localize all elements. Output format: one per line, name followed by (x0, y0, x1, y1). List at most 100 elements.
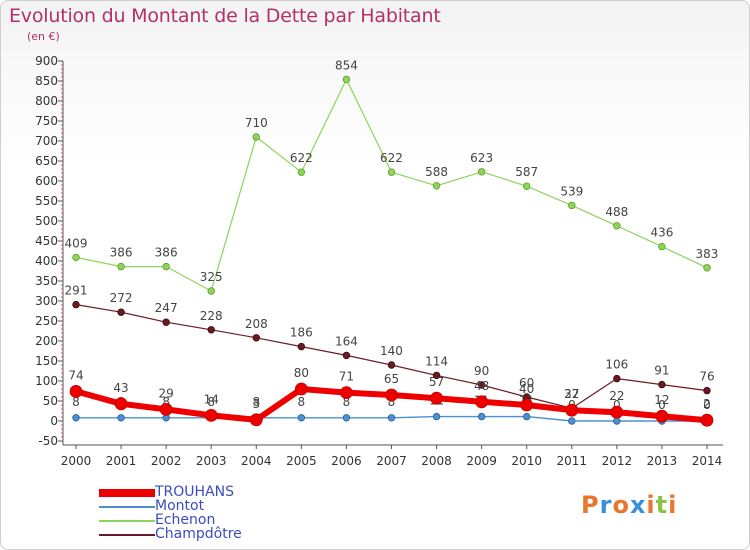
trouhans-point (294, 382, 308, 396)
trouhans-data-label: 22 (609, 389, 624, 403)
x-tick-label: 2000 (61, 454, 92, 468)
trouhans-data-label: 48 (474, 379, 489, 393)
montot-point (387, 414, 396, 422)
y-tick-label: 650 (35, 154, 58, 168)
trouhans-data-label: 2 (703, 397, 711, 411)
echenon-data-label: 539 (560, 184, 583, 198)
echenon-point (207, 287, 215, 295)
echenon-point (432, 182, 441, 190)
champdotre-point (72, 300, 80, 309)
chart-unit: (en €) (27, 30, 60, 43)
montot-point (117, 414, 125, 422)
echenon-point (477, 168, 486, 176)
y-tick-label: 750 (35, 114, 58, 128)
champdotre-point (477, 381, 486, 389)
trouhans-data-label: 27 (564, 387, 579, 401)
y-tick-label: 600 (35, 174, 58, 188)
x-tick-label: 2007 (376, 454, 407, 468)
logo-letter: x (629, 491, 647, 519)
legend-label: TROUHANS (155, 484, 235, 500)
legend-swatch (99, 534, 155, 536)
x-tick-label: 2014 (692, 454, 723, 468)
echenon-data-label: 386 (155, 246, 178, 260)
logo-letter: t (655, 491, 669, 519)
champdotre-point (342, 351, 351, 360)
trouhans-point (565, 403, 579, 417)
montot-data-label: 8 (388, 395, 396, 409)
champdotre-data-label: 228 (200, 309, 223, 323)
y-tick-label: 500 (35, 214, 58, 228)
echenon-point (658, 242, 666, 251)
y-tick-label: 550 (35, 194, 58, 208)
echenon-data-label: 436 (650, 226, 673, 240)
champdotre-data-label: 114 (425, 354, 448, 368)
trouhans-data-label: 12 (654, 393, 669, 407)
echenon-data-label: 488 (605, 205, 628, 219)
logo-letter: i (668, 491, 678, 519)
echenon-data-label: 623 (470, 151, 493, 165)
montot-point (613, 417, 621, 425)
champdotre-point (703, 386, 711, 395)
trouhans-data-label: 57 (429, 375, 444, 389)
montot-data-label: 8 (72, 395, 80, 409)
trouhans-point (114, 397, 128, 411)
x-tick-label: 2011 (556, 454, 587, 468)
echenon-point (703, 264, 711, 272)
echenon-data-label: 710 (245, 116, 268, 130)
echenon-point (72, 253, 80, 262)
montot-data-label: 8 (252, 395, 260, 409)
montot-data-label: 8 (298, 395, 306, 409)
echenon-point (252, 133, 260, 141)
y-tick-label: 250 (35, 314, 58, 328)
champdotre-point (162, 318, 170, 326)
y-tick-label: 300 (35, 294, 58, 308)
x-tick-label: 2012 (602, 454, 633, 468)
trouhans-data-label: 74 (68, 368, 83, 382)
echenon-data-label: 386 (110, 246, 133, 260)
montot-data-label: 8 (343, 395, 351, 409)
montot-data-label: 8 (207, 395, 215, 409)
champdotre-data-label: 140 (380, 344, 403, 358)
montot-point (568, 417, 576, 425)
legend-label: Champdôtre (155, 526, 242, 542)
champdotre-point (387, 361, 396, 369)
champdotre-data-label: 164 (335, 334, 358, 348)
y-tick-label: 350 (35, 274, 58, 288)
montot-point (342, 414, 351, 422)
proxiti-logo: Proxiti (581, 491, 677, 519)
x-tick-label: 2013 (647, 454, 678, 468)
trouhans-data-label: 3 (252, 397, 260, 411)
champdotre-point (613, 374, 621, 383)
trouhans-data-label: 14 (204, 392, 219, 406)
echenon-point (162, 262, 170, 271)
x-tick-label: 2005 (286, 454, 317, 468)
y-tick-label: 400 (35, 254, 58, 268)
x-tick-label: 2008 (421, 454, 452, 468)
y-tick-label: 700 (35, 134, 58, 148)
montot-point (477, 412, 486, 421)
echenon-data-label: 622 (290, 151, 313, 165)
trouhans-point (385, 388, 398, 402)
x-tick-label: 2004 (241, 454, 272, 468)
champdotre-point (432, 371, 441, 380)
logo-letter: r (599, 491, 613, 519)
echenon-point (387, 168, 396, 176)
montot-point (72, 414, 80, 422)
champdotre-data-label: 90 (474, 364, 489, 378)
y-tick-label: 150 (35, 354, 58, 368)
champdotre-point (658, 380, 666, 389)
echenon-point (117, 262, 125, 271)
montot-point (432, 412, 441, 421)
x-tick-label: 2010 (511, 454, 542, 468)
y-tick-label: 850 (35, 74, 58, 88)
montot-data-label: 8 (162, 395, 170, 409)
y-tick-label: -50 (38, 434, 58, 448)
x-tick-label: 2002 (151, 454, 182, 468)
echenon-point (568, 201, 576, 210)
echenon-data-label: 409 (65, 236, 88, 250)
trouhans-point (204, 408, 218, 422)
x-tick-label: 2006 (331, 454, 362, 468)
y-tick-label: 450 (35, 234, 58, 248)
